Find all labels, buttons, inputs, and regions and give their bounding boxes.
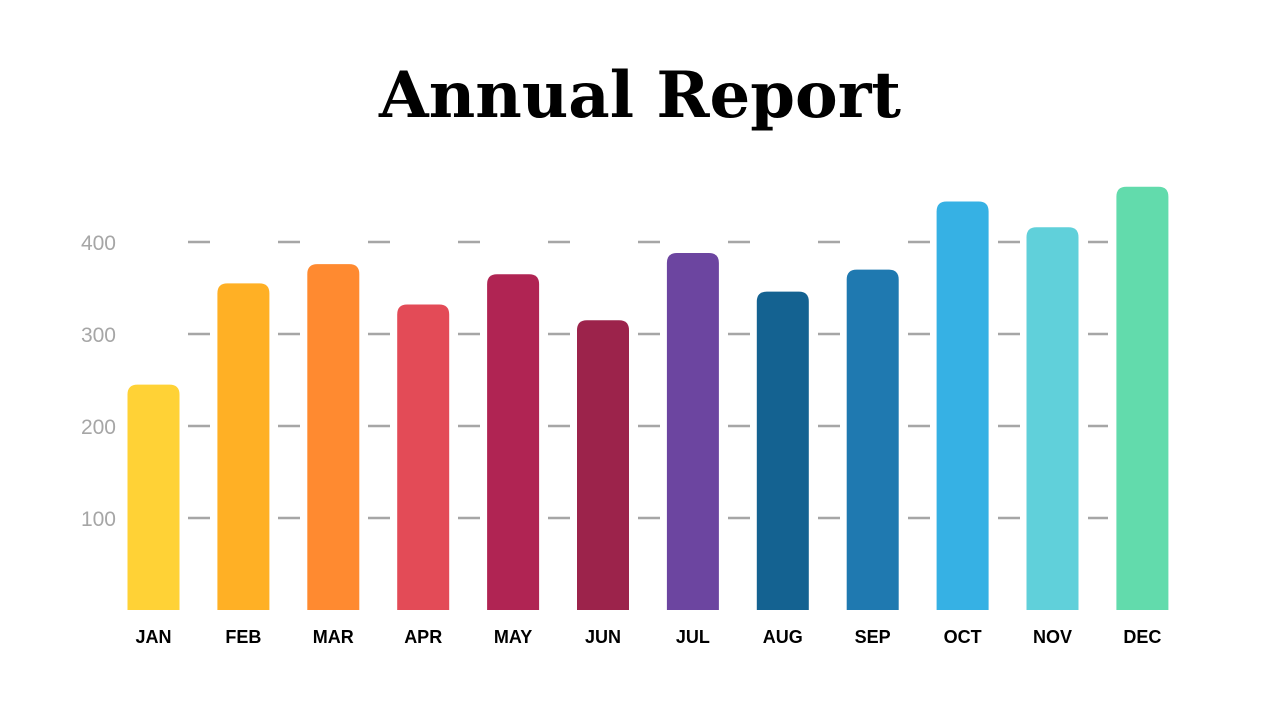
y-tick-label: 100 — [81, 508, 116, 531]
x-tick-label: DEC — [1123, 627, 1161, 647]
x-tick-label: MAY — [494, 627, 532, 647]
gridlines — [188, 240, 1108, 520]
chart-title: Annual Report — [379, 58, 901, 133]
bar-nov — [1026, 227, 1079, 610]
bar-jul — [666, 253, 719, 611]
bar-oct — [936, 201, 989, 610]
y-tick-label: 300 — [81, 324, 116, 347]
x-tick-label: OCT — [944, 627, 982, 647]
x-tick-label: AUG — [763, 627, 803, 647]
x-tick-label: APR — [404, 627, 442, 647]
y-tick-label: 400 — [81, 232, 116, 255]
y-tick-label: 200 — [81, 416, 116, 439]
bar-jun — [577, 320, 629, 610]
x-tick-label: JAN — [135, 627, 171, 647]
bar-feb — [217, 283, 270, 610]
x-tick-label: JUN — [585, 627, 621, 647]
x-tick-label: MAR — [313, 627, 354, 647]
y-axis-ticks: 100 200 300 400 — [81, 232, 116, 531]
bar-dec — [1116, 186, 1169, 611]
x-tick-label: FEB — [225, 627, 261, 647]
bars — [127, 186, 1169, 611]
x-tick-label: NOV — [1033, 627, 1072, 647]
x-tick-label: JUL — [676, 627, 710, 647]
bar-sep — [846, 269, 899, 610]
bar-aug — [756, 291, 809, 610]
x-axis-ticks: JAN FEB MAR APR MAY JUN JUL AUG SEP OCT NOV DEC — [135, 627, 1161, 647]
x-tick-label: SEP — [855, 627, 891, 647]
bar-apr — [397, 304, 450, 610]
bar-mar — [307, 264, 360, 610]
bar-jan — [127, 384, 180, 610]
bar-may — [487, 274, 540, 610]
